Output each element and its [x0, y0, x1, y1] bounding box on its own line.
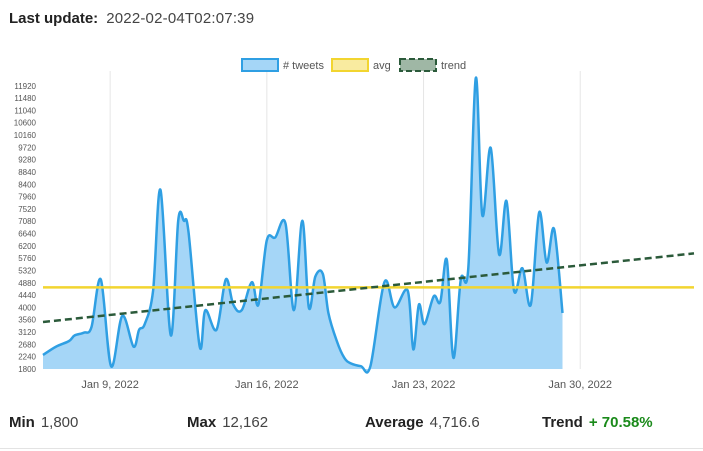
- stat-max: Max 12,162: [187, 414, 268, 431]
- y-tick-label-15: 8400: [18, 180, 36, 189]
- last-update-value: 2022-02-04T02:07:39: [106, 10, 255, 27]
- bottom-divider: [0, 448, 703, 449]
- stat-average-value: 4,716.6: [429, 414, 480, 431]
- y-tick-label-7: 4880: [18, 279, 36, 288]
- stat-trend: Trend + 70.58%: [542, 414, 653, 431]
- tweets-chart: Jan 9, 2022 Jan 16, 2022 Jan 23, 2022 Jan 3…: [14, 58, 695, 391]
- y-tick-label-11: 6640: [18, 230, 36, 239]
- x-tick-label-0: Jan 9, 2022: [81, 379, 139, 391]
- y-tick-label-8: 5320: [18, 266, 36, 275]
- y-tick-label-3: 3120: [18, 328, 36, 337]
- stats-bar: Min 1,800 Max 12,162 Average 4,716.6 Trend +…: [0, 414, 703, 436]
- stat-min: Min 1,800: [9, 414, 78, 431]
- y-tick-label-5: 4000: [18, 303, 36, 312]
- stat-average: Average 4,716.6: [365, 414, 480, 431]
- y-tick-label-9: 5760: [18, 254, 36, 263]
- legend-label-0: # tweets: [283, 60, 324, 72]
- y-tick-label-1: 2240: [18, 353, 36, 362]
- y-tick-label-23: 11920: [14, 82, 36, 91]
- last-update-label: Last update:: [9, 10, 99, 27]
- y-tick-label-22: 11480: [14, 94, 36, 103]
- stat-min-value: 1,800: [40, 414, 79, 431]
- x-tick-label-3: Jan 30, 2022: [548, 379, 612, 391]
- y-tick-label-13: 7520: [18, 205, 36, 214]
- y-tick-label-2: 2680: [18, 340, 36, 349]
- y-tick-label-12: 7080: [18, 217, 36, 226]
- stat-min-label: Min: [9, 414, 35, 431]
- stat-trend-label: Trend: [542, 414, 583, 431]
- x-tick-label-2: Jan 23, 2022: [392, 379, 456, 391]
- x-tick-label-1: Jan 16, 2022: [235, 379, 299, 391]
- legend-label-2: trend: [441, 60, 466, 72]
- y-tick-label-4: 3560: [18, 316, 36, 325]
- stat-max-value: 12,162: [222, 414, 269, 431]
- stat-max-label: Max: [187, 414, 217, 431]
- y-tick-label-20: 10600: [14, 119, 37, 128]
- legend-swatch-2: [399, 58, 437, 72]
- last-update-header: Last update: 2022-02-04T02:07:39: [9, 10, 254, 27]
- y-tick-label-14: 7960: [18, 193, 36, 202]
- trend-line: [42, 252, 695, 324]
- y-tick-label-0: 1800: [18, 365, 36, 374]
- y-tick-label-16: 8840: [18, 168, 36, 177]
- stat-average-label: Average: [365, 414, 424, 431]
- y-tick-label-19: 10160: [14, 131, 37, 140]
- tweets-line: [42, 76, 564, 374]
- y-tick-label-10: 6200: [18, 242, 36, 251]
- y-tick-label-18: 9720: [18, 143, 36, 152]
- legend-label-1: avg: [373, 60, 391, 72]
- y-tick-label-17: 9280: [18, 156, 36, 165]
- y-tick-label-21: 11040: [14, 106, 36, 115]
- legend-swatch-1: [331, 58, 369, 72]
- y-tick-label-6: 4440: [18, 291, 36, 300]
- legend-swatch-0: [241, 58, 279, 72]
- stat-trend-value: + 70.58%: [588, 414, 653, 431]
